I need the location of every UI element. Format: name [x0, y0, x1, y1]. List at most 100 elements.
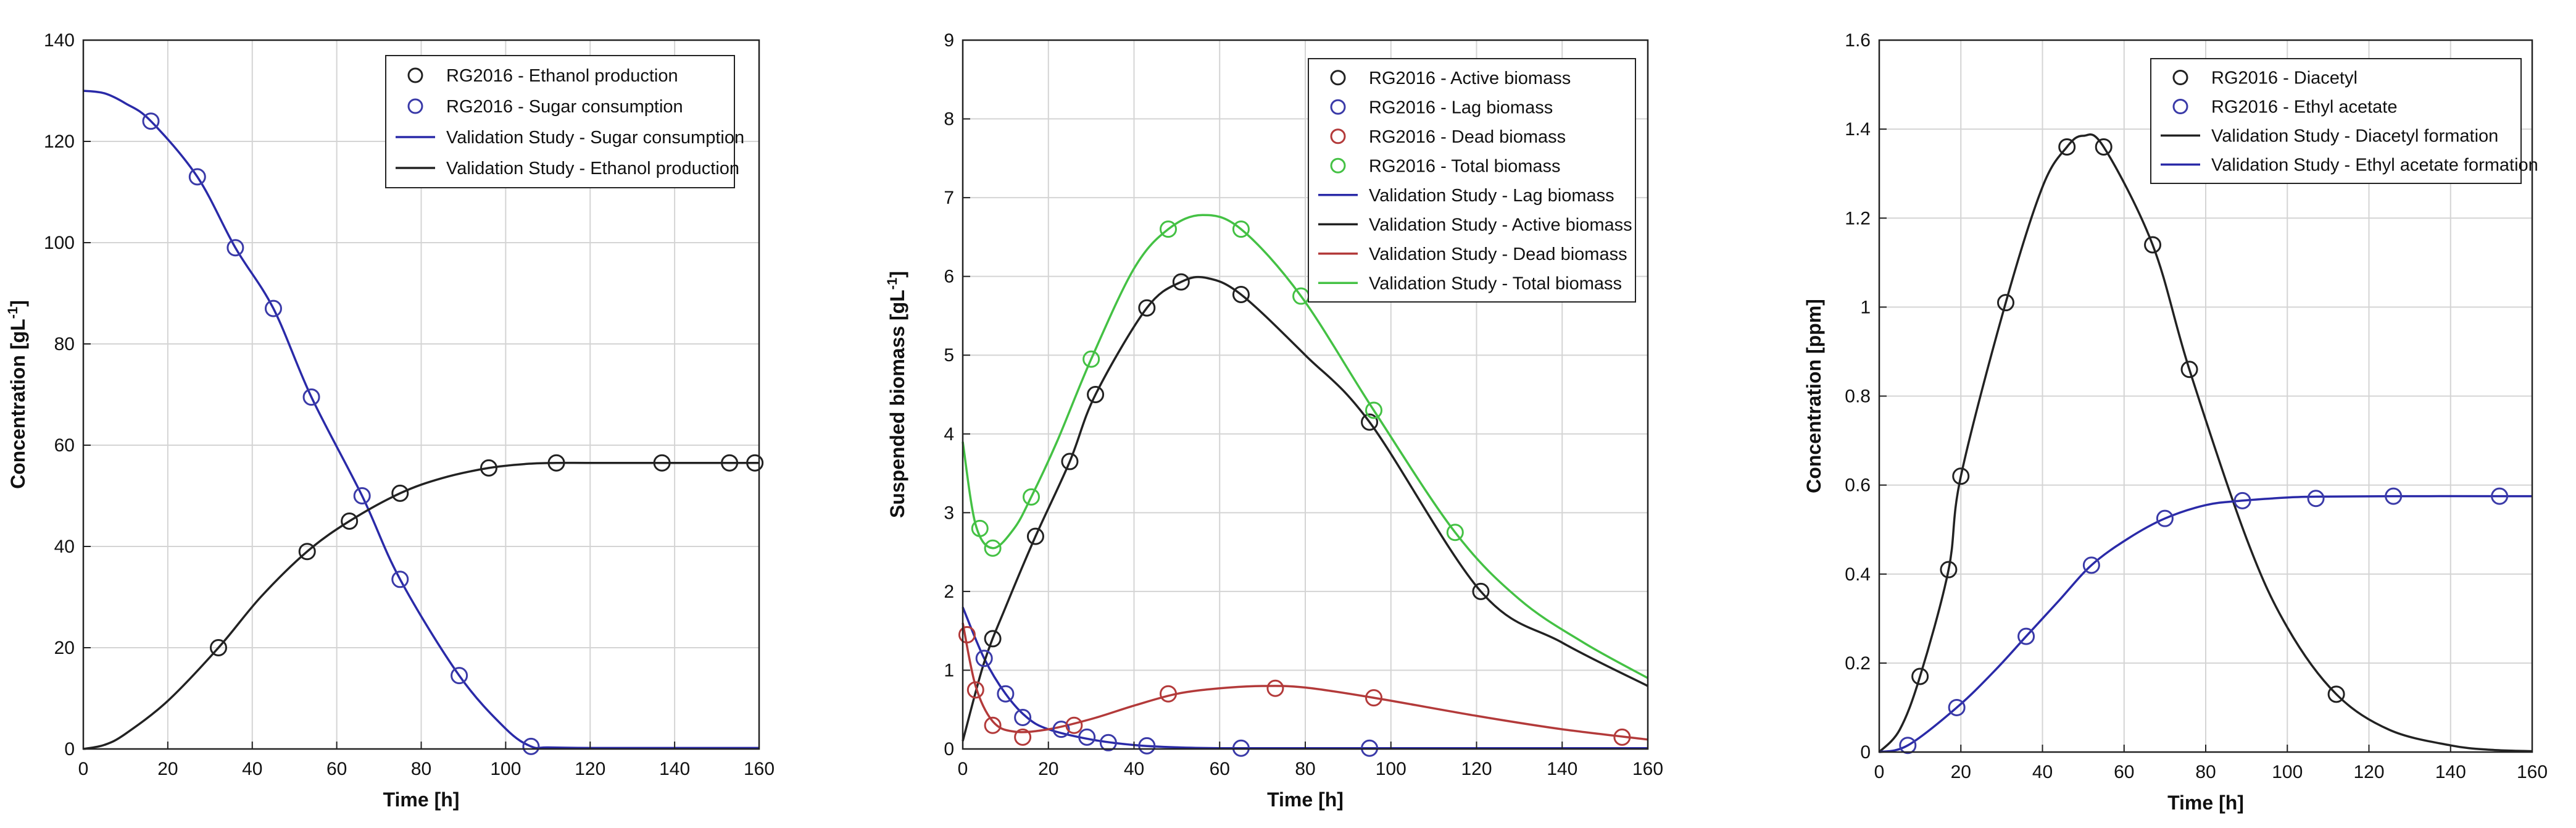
chart-2-series-2-point-3 — [1014, 708, 1032, 726]
chart-1-series-2-point-8 — [451, 667, 468, 685]
chart-2-series-1-point-4 — [1087, 386, 1105, 403]
chart-3-series-1-point-1 — [1911, 667, 1929, 685]
chart-1-series-2-point-7 — [391, 571, 409, 588]
chart-fermentation-concentration: 0 20 40 60 80 100 120 140 160 0 20 40 60 80 100 120 140 T… — [0, 0, 827, 828]
chart-1-series-1-point-2 — [298, 543, 316, 561]
chart-2-xtick-label-6: 120 — [1461, 759, 1492, 779]
chart-2-series-3-point-6 — [1160, 685, 1177, 703]
chart-3-xtick-label-2: 40 — [2032, 762, 2053, 782]
chart-3-series-1-point-5 — [2058, 138, 2076, 156]
chart-3-xtick-label-0: 0 — [1874, 762, 1885, 782]
chart-2-series-4-point-3 — [1023, 488, 1040, 506]
chart-2-xtick-label-3: 60 — [1210, 759, 1230, 779]
chart-1-ylabel: Concentration [gL-1] — [5, 300, 29, 489]
chart-3-legend-marker-1 — [2172, 70, 2188, 85]
chart-2-series-1-point-8 — [1361, 413, 1379, 431]
chart-2-ytick-label-3: 3 — [944, 503, 954, 523]
chart-2-xtick-label-2: 40 — [1124, 759, 1144, 779]
chart-1-series-1-point-3 — [341, 512, 359, 530]
chart-1-series-1-point-5 — [480, 459, 497, 477]
chart-2-series-4-point-2 — [984, 539, 1002, 557]
chart-1-series-2-point-1 — [142, 112, 160, 130]
chart-3-line-1 — [1878, 133, 2533, 753]
chart-1-ytick-label-4: 80 — [54, 334, 75, 354]
chart-2-line-4 — [962, 214, 1648, 679]
chart-1-series-1-point-7 — [653, 454, 671, 472]
chart-2-legend-marker-1 — [1330, 70, 1346, 86]
chart-1-line-2 — [83, 461, 759, 750]
chart-2-legend-label-4: RG2016 - Total biomass — [1369, 156, 1561, 176]
chart-1-legend-label-2: RG2016 - Sugar consumption — [446, 97, 683, 117]
chart-suspended-biomass: 0 20 40 60 80 100 120 140 160 0 1 2 3 4 5 6 7 8 9 Time [h] S… — [864, 0, 1691, 828]
chart-2-series-1-point-2 — [1026, 527, 1044, 545]
chart-2-ytick-label-4: 4 — [944, 424, 954, 445]
chart-2-ytick-label-8: 8 — [944, 109, 954, 130]
chart-2-series-4-point-4 — [1082, 350, 1100, 368]
chart-2-ytick-label-7: 7 — [944, 188, 954, 208]
chart-3-xlabel: Time [h] — [2167, 792, 2244, 814]
chart-2-xtick-label-4: 80 — [1295, 759, 1315, 779]
chart-1-series-2-point-4 — [264, 299, 282, 317]
chart-2-series-2-point-9 — [1361, 739, 1379, 757]
chart-1-xlabel: Time [h] — [383, 788, 460, 811]
chart-1-ytick-label-6: 120 — [44, 132, 75, 152]
chart-1-legend-box — [385, 55, 735, 188]
chart-3-ylabel: Concentration [ppm] — [1803, 299, 1825, 493]
chart-2-series-4-point-8 — [1365, 401, 1382, 419]
chart-3-series-2-point-7 — [2307, 490, 2325, 508]
chart-2-ytick-label-6: 6 — [944, 267, 954, 287]
chart-1-series-2-point-6 — [353, 487, 371, 504]
chart-1-svg: 0 20 40 60 80 100 120 140 160 0 20 40 60 80 100 120 140 T… — [5, 30, 775, 811]
chart-2-legend-label-5: Validation Study - Lag biomass — [1369, 186, 1614, 206]
chart-1-legend-label-1: RG2016 - Ethanol production — [446, 66, 678, 86]
chart-3-xtick-label-6: 120 — [2353, 762, 2384, 782]
chart-2-xtick-label-8: 160 — [1632, 759, 1663, 779]
chart-1-ytick-label-7: 140 — [44, 30, 75, 51]
chart-2-series-4-point-6 — [1232, 220, 1250, 238]
chart-3-series-1-point-6 — [2095, 138, 2113, 156]
chart-3-series-2-point-9 — [2491, 487, 2509, 505]
chart-3-xtick-label-4: 80 — [2195, 762, 2216, 782]
chart-3-series-2-point-1 — [1899, 737, 1917, 755]
chart-3-legend-marker-2 — [2172, 99, 2188, 114]
chart-2-series-2-point-4 — [1052, 721, 1070, 738]
chart-2-series-1-point-7 — [1232, 286, 1250, 304]
chart-1-ytick-label-3: 60 — [54, 435, 75, 456]
chart-1-xtick-label-6: 120 — [575, 759, 605, 779]
chart-2-legend-marker-4 — [1330, 157, 1346, 174]
chart-1-series-1-point-8 — [721, 454, 739, 472]
chart-1-ytick-label-5: 100 — [44, 233, 75, 253]
chart-3-svg: 0 20 40 60 80 100 120 140 160 0 0.2 0.4 0.6 0.8 1 1.2 1.… — [1803, 30, 2548, 814]
chart-2-series-2-point-5 — [1078, 728, 1096, 746]
chart-3-ytick-label-8: 1.6 — [1845, 30, 1871, 51]
chart-1-xtick-label-5: 100 — [490, 759, 521, 779]
chart-3-series-1-point-2 — [1940, 561, 1958, 579]
chart-2-series-4-point-5 — [1160, 220, 1177, 238]
chart-3-ytick-label-3: 0.6 — [1845, 475, 1871, 496]
chart-2-series-3-point-9 — [1613, 728, 1631, 746]
chart-2-line-2 — [962, 275, 1648, 742]
chart-3-legend-box — [2150, 58, 2522, 184]
chart-2-series-3-point-3 — [984, 716, 1002, 734]
chart-2-series-2-point-1 — [975, 650, 993, 667]
chart-3-legend-label-4: Validation Study - Ethyl acetate formati… — [2211, 156, 2538, 175]
chart-3-ytick-label-7: 1.4 — [1845, 119, 1871, 140]
chart-2-series-1-point-1 — [984, 630, 1002, 648]
chart-3-ytick-label-2: 0.4 — [1845, 564, 1871, 585]
chart-3-legend-label-3: Validation Study - Diacetyl formation — [2211, 127, 2498, 146]
chart-3-xtick-label-1: 20 — [1951, 762, 1971, 782]
chart-3-series-1-point-9 — [2327, 685, 2345, 703]
chart-2-ytick-label-0: 0 — [944, 739, 954, 759]
chart-2-legend-box — [1308, 58, 1636, 303]
chart-2-series-3-point-7 — [1266, 679, 1284, 697]
chart-3-xtick-label-8: 160 — [2517, 762, 2548, 782]
chart-3-series-1-point-4 — [1996, 294, 2014, 312]
chart-2-series-1-point-9 — [1472, 582, 1490, 600]
chart-2-legend-marker-3 — [1330, 128, 1346, 144]
chart-1-series-2-point-3 — [226, 239, 244, 257]
chart-2-ytick-label-5: 5 — [944, 345, 954, 366]
chart-3-series-2-point-2 — [1948, 698, 1966, 716]
chart-2-ytick-label-2: 2 — [944, 582, 954, 602]
chart-1-xtick-label-4: 80 — [411, 759, 431, 779]
chart-2-series-3-point-2 — [966, 681, 984, 699]
